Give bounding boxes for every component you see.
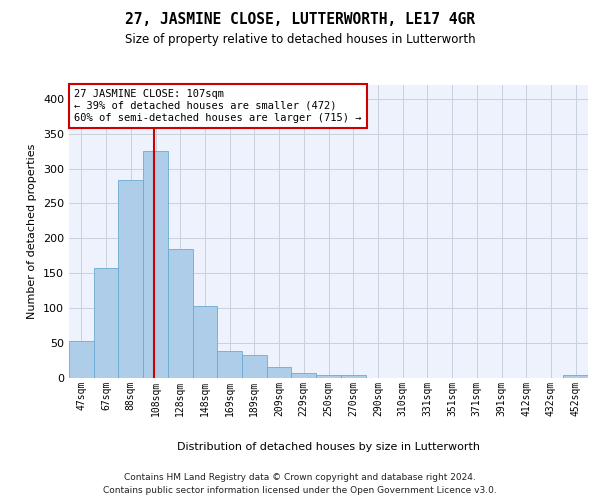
Bar <box>341 374 365 378</box>
Bar <box>217 351 242 378</box>
Bar <box>94 268 118 378</box>
Bar <box>168 250 193 378</box>
Bar <box>242 355 267 378</box>
Y-axis label: Number of detached properties: Number of detached properties <box>28 144 37 319</box>
Text: Contains public sector information licensed under the Open Government Licence v3: Contains public sector information licen… <box>103 486 497 495</box>
Text: Distribution of detached houses by size in Lutterworth: Distribution of detached houses by size … <box>178 442 481 452</box>
Bar <box>563 374 588 378</box>
Bar <box>193 306 217 378</box>
Bar <box>69 342 94 378</box>
Bar <box>316 376 341 378</box>
Bar <box>267 367 292 378</box>
Text: 27, JASMINE CLOSE, LUTTERWORTH, LE17 4GR: 27, JASMINE CLOSE, LUTTERWORTH, LE17 4GR <box>125 12 475 28</box>
Text: Contains HM Land Registry data © Crown copyright and database right 2024.: Contains HM Land Registry data © Crown c… <box>124 472 476 482</box>
Bar <box>292 374 316 378</box>
Bar <box>118 180 143 378</box>
Bar <box>143 151 168 378</box>
Text: 27 JASMINE CLOSE: 107sqm
← 39% of detached houses are smaller (472)
60% of semi-: 27 JASMINE CLOSE: 107sqm ← 39% of detach… <box>74 90 362 122</box>
Text: Size of property relative to detached houses in Lutterworth: Size of property relative to detached ho… <box>125 32 475 46</box>
